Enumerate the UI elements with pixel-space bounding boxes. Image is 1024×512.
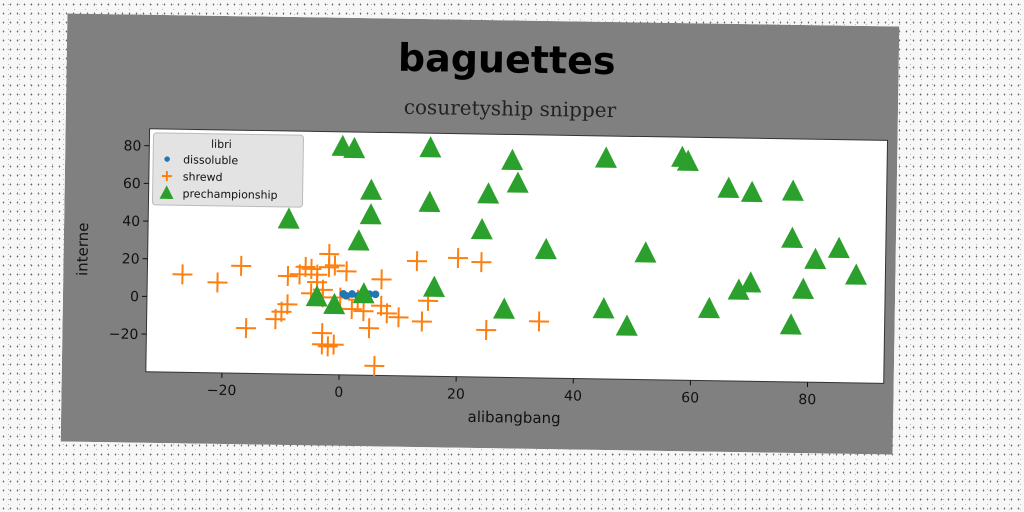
prechampionship-point (779, 313, 802, 335)
chart-title: baguettes (398, 36, 616, 83)
legend-label-shrewd: shrewd (183, 170, 223, 184)
x-tick-label: 80 (798, 392, 816, 408)
legend-marker-shrewd (161, 171, 172, 182)
x-axis-label: alibangbang (467, 408, 560, 427)
x-tick-label: 60 (681, 390, 699, 406)
shrewd-point (319, 244, 340, 265)
prechampionship-point (781, 226, 804, 248)
shrewd-point (236, 318, 257, 339)
prechampionship-point (534, 237, 557, 260)
shrewd-point (388, 307, 409, 328)
prechampionship-point (352, 282, 375, 304)
y-tick-label: 40 (122, 214, 140, 230)
x-tick-label: 20 (447, 387, 465, 403)
data-points (172, 134, 867, 376)
prechampionship-point (343, 136, 366, 159)
prechampionship-point (697, 296, 720, 319)
legend-marker-dissoluble (164, 156, 170, 162)
prechampionship-point (423, 275, 446, 297)
prechampionship-point (506, 171, 529, 193)
shrewd-point (324, 255, 345, 276)
x-tick-label: 0 (334, 385, 343, 401)
shrewd-point (353, 301, 374, 322)
legend-label-prechampionship: prechampionship (182, 187, 277, 201)
legend-box (151, 132, 304, 208)
chart-subtitle: cosuretyship snipper (404, 95, 617, 122)
legend-marker-prechampionship (159, 185, 174, 199)
prechampionship-point (615, 314, 638, 336)
legend-label-dissoluble: dissoluble (183, 153, 238, 167)
prechampionship-point (676, 149, 699, 171)
prechampionship-point (717, 176, 740, 199)
prechampionship-point (740, 180, 763, 203)
shrewd-point (277, 294, 298, 315)
prechampionship-point (418, 190, 441, 213)
prechampionship-point (634, 241, 657, 263)
prechampionship-point (323, 292, 346, 315)
prechampionship-point (347, 229, 370, 251)
shrewd-point (231, 255, 252, 276)
prechampionship-point (419, 136, 442, 158)
x-tick-label: 40 (564, 388, 582, 404)
prechampionship-point (592, 297, 615, 319)
prechampionship-point (305, 285, 328, 307)
shrewd-point (376, 303, 397, 324)
legend-title: libri (211, 138, 232, 151)
shrewd-point (359, 318, 380, 339)
y-tick-label: 80 (123, 138, 141, 154)
shrewd-point (529, 311, 550, 332)
shrewd-point (323, 334, 344, 355)
shrewd-point (406, 251, 428, 272)
prechampionship-point (501, 148, 524, 171)
dissoluble-point (371, 290, 380, 299)
prechampionship-point (359, 203, 382, 225)
prechampionship-point (492, 297, 515, 319)
y-tick-label: 60 (123, 176, 141, 192)
shrewd-point (476, 320, 497, 341)
prechampionship-point (739, 271, 762, 293)
prechampionship-point (277, 207, 300, 229)
prechampionship-point (470, 218, 493, 240)
y-tick-label: 0 (130, 289, 139, 305)
prechampionship-point (727, 278, 750, 300)
y-axis-label: interne (73, 222, 92, 276)
y-tick-label: −20 (109, 327, 139, 343)
shrewd-point (207, 272, 228, 293)
prechampionship-point (781, 179, 804, 201)
chart-figure: baguettes cosuretyship snipper −20 0 20 40 6… (60, 13, 900, 455)
prechampionship-point (360, 178, 383, 200)
dissoluble-point (342, 291, 351, 300)
legend: libri dissoluble shrewd prechampionship (151, 132, 304, 208)
scatter-chart: baguettes cosuretyship snipper −20 0 20 40 6… (60, 13, 900, 455)
prechampionship-point (827, 236, 850, 259)
x-tick-label: −20 (207, 383, 237, 399)
shrewd-point (471, 252, 492, 273)
shrewd-point (172, 264, 193, 285)
shrewd-point (364, 355, 385, 376)
prechampionship-point (477, 182, 500, 204)
y-tick-label: 20 (122, 251, 140, 267)
shrewd-point (371, 269, 392, 290)
shrewd-point (411, 311, 432, 332)
dissoluble-point (348, 290, 356, 298)
shrewd-point (277, 266, 298, 287)
shrewd-point (448, 247, 469, 268)
prechampionship-point (594, 146, 617, 168)
prechampionship-point (792, 277, 815, 300)
prechampionship-point (804, 247, 827, 270)
plot-area (145, 128, 889, 384)
series-prechampionship (277, 134, 867, 336)
shrewd-point (336, 261, 357, 282)
prechampionship-point (844, 263, 867, 285)
axis-ticks: −20 0 20 40 60 80 −20 0 20 40 60 80 (109, 138, 817, 408)
